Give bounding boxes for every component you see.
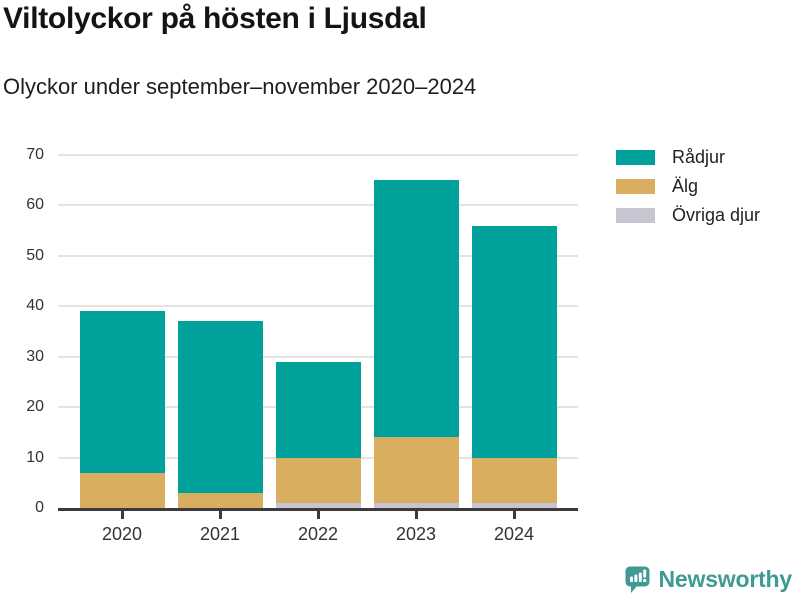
x-axis: 2020 2021 2022 2023 2024 [58, 511, 578, 545]
x-cell-2023: 2023 [374, 511, 459, 545]
bar-2021 [177, 321, 263, 508]
bar-segment--lg-2021 [177, 492, 263, 508]
y-tick-label-20: 20 [26, 398, 44, 416]
bar-segment--vriga-djur-2022 [275, 502, 361, 508]
brand-logo: Newsworthy [624, 565, 792, 594]
x-cell-2021: 2021 [178, 511, 263, 545]
bar-segment-r-djur-2023 [373, 180, 459, 438]
bar-segment--lg-2023 [373, 437, 459, 503]
bar-2022 [275, 361, 361, 508]
gridline-70 [58, 154, 578, 156]
x-tick-2024 [512, 511, 516, 519]
bar-group [58, 155, 578, 508]
legend-swatch--lg [616, 179, 655, 194]
y-axis: 0 10 20 30 40 50 60 70 [0, 0, 44, 600]
bar-2023 [373, 180, 459, 508]
x-cell-2020: 2020 [80, 511, 165, 545]
gridline-50 [58, 254, 578, 257]
y-tick-label-10: 10 [26, 448, 44, 466]
legend: Rådjur Älg Övriga djur [616, 147, 761, 237]
x-cell-2022: 2022 [276, 511, 361, 545]
y-tick-label-70: 70 [26, 146, 44, 163]
x-tick-2022 [316, 511, 320, 519]
x-tick-label-2020: 2020 [101, 524, 143, 544]
legend-swatch-r-djur [616, 150, 655, 165]
gridline-30 [58, 355, 578, 358]
x-tick-2023 [414, 511, 418, 519]
x-tick-label-2022: 2022 [297, 524, 339, 544]
bar-segment-r-djur-2020 [79, 311, 165, 473]
legend-label-r-djur: Rådjur [672, 147, 726, 167]
newsworthy-logo-icon [625, 566, 650, 593]
x-cell-2024: 2024 [472, 511, 557, 545]
x-tick-label-2023: 2023 [395, 524, 437, 544]
legend-item--vriga-djur: Övriga djur [616, 205, 761, 225]
legend-label--lg: Älg [672, 176, 699, 196]
y-tick-label-50: 50 [26, 246, 44, 264]
gridline-60 [58, 204, 578, 207]
gridline-40 [58, 305, 578, 308]
bar-segment--lg-2022 [275, 457, 361, 503]
bar-2020 [79, 311, 165, 508]
x-tick-2020 [120, 511, 124, 519]
x-tick-2021 [218, 511, 222, 519]
bar-segment-r-djur-2021 [177, 321, 263, 493]
y-tick-label-0: 0 [35, 499, 44, 516]
bar-segment-r-djur-2024 [471, 225, 557, 458]
chart-title: Viltolyckor på hösten i Ljusdal [3, 2, 427, 35]
y-tick-label-60: 60 [26, 196, 44, 214]
bar-segment--lg-2020 [79, 472, 165, 508]
bar-2024 [471, 225, 557, 508]
chart-subtitle: Olyckor under september–november 2020–20… [3, 74, 477, 99]
bar-segment--vriga-djur-2023 [373, 502, 459, 508]
bar-segment--vriga-djur-2024 [471, 502, 557, 508]
y-tick-label-40: 40 [26, 297, 44, 315]
y-tick-label-30: 30 [26, 347, 44, 365]
legend-item--lg: Älg [616, 176, 760, 196]
bar-segment--lg-2024 [471, 457, 557, 503]
legend-label--vriga-djur: Övriga djur [672, 205, 761, 225]
x-axis-line [58, 508, 578, 511]
x-tick-label-2024: 2024 [493, 524, 535, 544]
legend-swatch--vriga-djur [616, 208, 655, 223]
bar-segment-r-djur-2022 [275, 361, 361, 458]
x-tick-label-2021: 2021 [199, 524, 241, 544]
legend-item-r-djur: Rådjur [616, 147, 760, 167]
plot-area [58, 154, 578, 511]
brand-name: Newsworthy [658, 566, 793, 592]
